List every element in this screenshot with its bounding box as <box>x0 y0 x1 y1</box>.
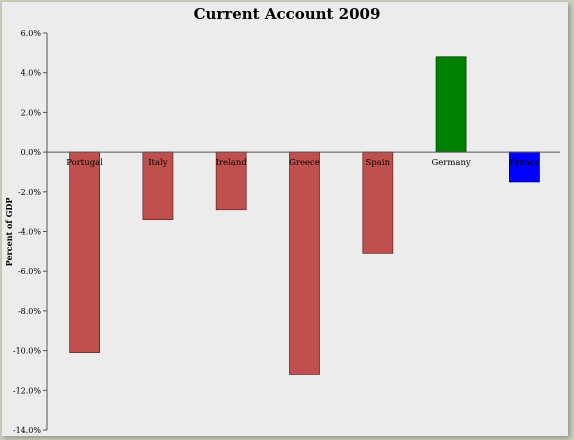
bar-germany <box>435 56 467 153</box>
y-tick-label: -12.0% <box>13 386 42 395</box>
y-tick-label: -2.0% <box>18 188 41 197</box>
bar-italy <box>142 151 174 221</box>
plot-area: 6.0% 4.0% 2.0% 0.0% -2.0% -4.0% -6.0% -8.0% -10.… <box>13 29 560 435</box>
y-tick-label: -8.0% <box>18 307 41 316</box>
y-tick-label: -10.0% <box>13 347 42 356</box>
y-tick-label: 2.0% <box>21 108 42 117</box>
category-label-greece: Greece <box>289 158 320 168</box>
category-label-france: France <box>509 158 539 168</box>
y-tick-label: -4.0% <box>18 228 41 237</box>
bar-greece <box>289 151 320 375</box>
category-label-spain: Spain <box>366 158 391 168</box>
y-tick-label: 0.0% <box>21 148 42 157</box>
y-tick-label: 4.0% <box>21 69 42 78</box>
category-label-italy: Italy <box>148 158 168 168</box>
category-label-germany: Germany <box>431 158 470 168</box>
category-label-ireland: Ireland <box>216 158 248 168</box>
bar-spain <box>362 151 394 254</box>
category-label-portugal: Portugal <box>66 158 103 168</box>
y-axis-label: Percent of GDP <box>4 198 14 267</box>
y-tick-label: 6.0% <box>21 29 42 38</box>
y-tick-label: -6.0% <box>18 267 41 276</box>
chart-title: Current Account 2009 <box>194 5 381 23</box>
bar-france <box>508 151 540 183</box>
y-tick-label: -14.0% <box>13 426 42 435</box>
bar-portugal <box>69 151 100 354</box>
